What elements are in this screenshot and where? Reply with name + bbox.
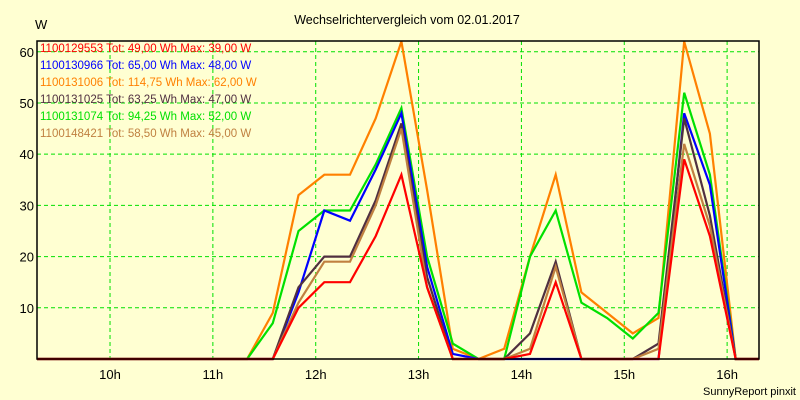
y-tick-label: 30 — [20, 198, 34, 213]
x-tick-label: 10h — [99, 367, 121, 382]
y-tick-label: 20 — [20, 250, 34, 265]
y-tick-label: 10 — [20, 301, 34, 316]
legend-entry-1100131025: 1100131025 Tot: 63,25 Wh Max: 47,00 W — [40, 94, 251, 106]
x-tick-label: 11h — [203, 367, 224, 382]
chart-title: Wechselrichtervergleich vom 02.01.2017 — [294, 13, 520, 27]
grid — [37, 41, 759, 359]
legend-entry-1100131006: 1100131006 Tot: 114,75 Wh Max: 62,00 W — [40, 77, 257, 89]
y-axis-label: W — [35, 17, 48, 32]
legend-entry-1100131074: 1100131074 Tot: 94,25 Wh Max: 52,00 W — [40, 111, 251, 123]
y-axis-ticks: 10 20 30 40 50 60 — [20, 45, 34, 316]
x-tick-label: 16h — [716, 367, 738, 382]
legend-entry-1100129553: 1100129553 Tot: 49,00 Wh Max: 39,00 W — [40, 43, 251, 55]
x-tick-label: 15h — [613, 367, 635, 382]
y-tick-label: 50 — [20, 96, 34, 111]
y-tick-label: 60 — [20, 45, 34, 60]
plot-frame — [36, 40, 760, 360]
series-line-1100131006 — [37, 41, 759, 361]
legend-entry-1100130966: 1100130966 Tot: 65,00 Wh Max: 48,00 W — [40, 60, 251, 72]
x-tick-label: 13h — [408, 367, 430, 382]
legend: 1100129553 Tot: 49,00 Wh Max: 39,00 W 110… — [40, 43, 257, 140]
footer-credit: SunnyReport pinxit — [703, 386, 796, 398]
x-axis-ticks: 10h 11h 12h 13h 14h 15h 16h — [99, 367, 738, 382]
legend-entry-1100148421: 1100148421 Tot: 58,50 Wh Max: 45,00 W — [40, 128, 251, 140]
x-tick-label: 14h — [511, 367, 533, 382]
x-tick-label: 12h — [305, 367, 327, 382]
y-tick-label: 40 — [20, 147, 34, 162]
